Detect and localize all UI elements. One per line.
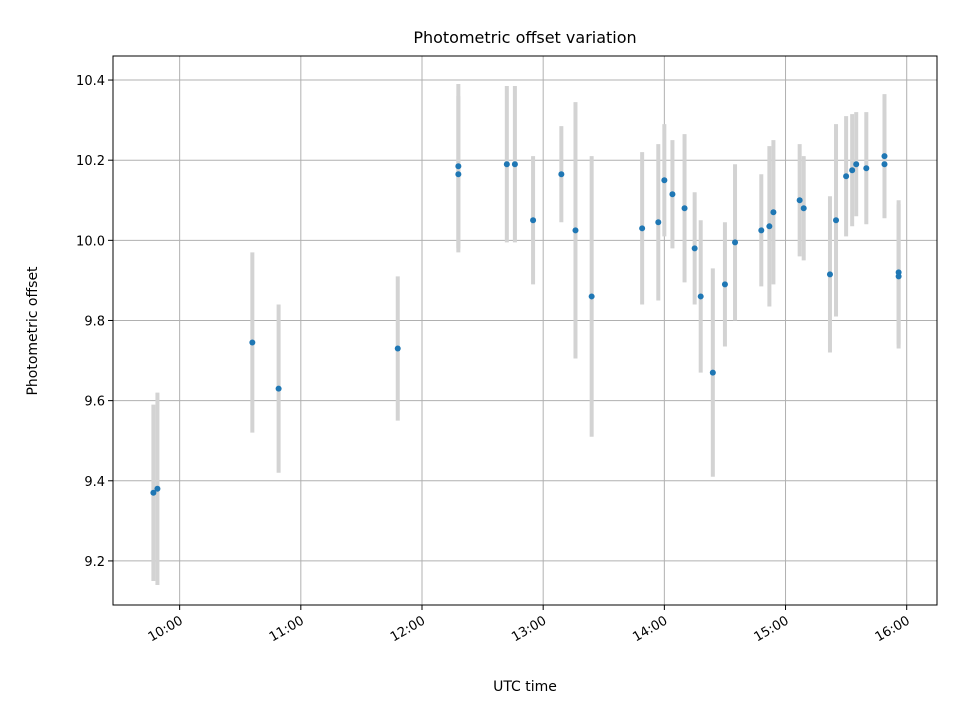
y-tick-label: 9.4	[84, 475, 105, 490]
data-point	[639, 225, 646, 232]
data-point	[511, 161, 518, 168]
data-point	[154, 485, 161, 492]
data-point	[588, 293, 595, 300]
data-point	[895, 273, 902, 280]
data-point	[833, 217, 840, 224]
x-tick-label: 12:00	[388, 613, 428, 645]
x-tick-label: 14:00	[630, 613, 670, 645]
y-axis-ticks: 9.2 9.4 9.6 9.8 10.0 10.2 10.4	[76, 74, 113, 570]
data-point	[530, 217, 537, 224]
data-point	[770, 209, 777, 216]
y-axis-label: Photometric offset	[25, 266, 41, 396]
x-tick-label: 16:00	[873, 613, 913, 645]
data-point	[275, 385, 282, 392]
chart-title: Photometric offset variation	[413, 28, 636, 47]
data-point	[572, 227, 579, 234]
data-point	[796, 197, 803, 204]
data-point	[721, 281, 728, 288]
data-point	[697, 293, 704, 300]
data-point	[758, 227, 765, 234]
data-point	[849, 167, 856, 174]
x-axis-ticks: 10:00 11:00 12:00 13:00 14:00 15:00 16:00	[146, 605, 913, 645]
data-point	[455, 171, 462, 178]
y-tick-label: 9.2	[84, 555, 105, 570]
data-point	[655, 219, 662, 226]
data-points	[150, 153, 902, 496]
data-point	[681, 205, 688, 212]
y-tick-label: 10.0	[76, 234, 105, 249]
x-tick-label: 11:00	[267, 613, 307, 645]
error-bars	[151, 84, 901, 585]
data-point	[863, 165, 870, 172]
y-tick-label: 10.2	[76, 154, 105, 169]
plot-frame	[112, 55, 938, 606]
y-tick-label: 9.8	[84, 314, 105, 329]
data-point	[394, 345, 401, 352]
x-tick-label: 13:00	[509, 613, 549, 645]
y-tick-label: 10.4	[76, 74, 105, 89]
data-point	[669, 191, 676, 198]
data-point	[709, 369, 716, 376]
data-point	[732, 239, 739, 246]
data-point	[691, 245, 698, 252]
data-point	[249, 339, 256, 346]
data-point	[558, 171, 565, 178]
data-point	[661, 177, 668, 184]
data-point	[766, 223, 773, 230]
x-axis-label: UTC time	[493, 679, 557, 695]
data-point	[800, 205, 807, 212]
data-point	[881, 161, 888, 168]
data-point	[503, 161, 510, 168]
y-tick-label: 9.6	[84, 395, 105, 410]
data-point	[843, 173, 850, 180]
data-point	[826, 271, 833, 278]
x-tick-label: 15:00	[752, 613, 792, 645]
data-point	[150, 489, 157, 496]
data-point	[455, 163, 462, 170]
data-point	[853, 161, 860, 168]
x-tick-label: 10:00	[146, 613, 186, 645]
grid	[113, 56, 937, 605]
data-point	[881, 153, 888, 160]
